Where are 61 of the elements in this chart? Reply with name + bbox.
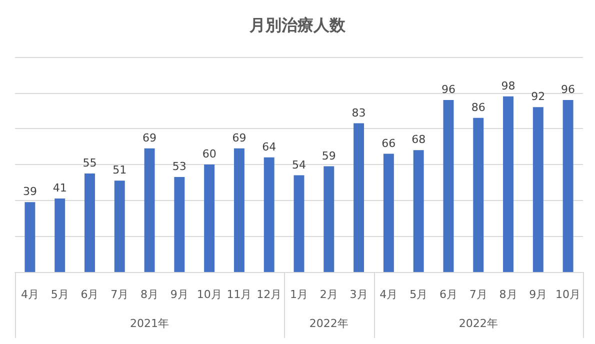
bar xyxy=(54,198,66,272)
bar xyxy=(443,100,454,272)
text: 2022年 xyxy=(309,317,348,330)
x-tick-label: 6月 xyxy=(439,288,458,301)
x-tick-label: 2月 xyxy=(320,288,338,301)
data-label: 96 xyxy=(561,83,576,96)
x-tick-label: 1月 xyxy=(290,288,308,301)
bar xyxy=(503,96,514,272)
x-tick-label: 9月 xyxy=(529,288,548,301)
data-label: 92 xyxy=(531,90,546,104)
data-label: 51 xyxy=(112,164,127,177)
data-label: 98 xyxy=(501,79,516,92)
x-tick-label: 5月 xyxy=(410,288,428,301)
bar xyxy=(84,173,95,272)
bar xyxy=(473,118,484,272)
chart-title: 月別治療人数 xyxy=(248,16,346,34)
data-label: 86 xyxy=(471,100,486,114)
x-tick-label: 11月 xyxy=(226,288,252,301)
x-tick-label: 7月 xyxy=(469,288,488,301)
data-label: 60 xyxy=(202,148,216,160)
bar xyxy=(413,150,424,272)
data-label: 41 xyxy=(52,182,67,195)
x-tick-label: 3月 xyxy=(350,288,368,301)
x-tick-label: 9月 xyxy=(170,288,188,301)
bar xyxy=(383,154,394,272)
bar xyxy=(114,180,125,272)
data-label: 64 xyxy=(262,140,276,154)
data-label: 55 xyxy=(82,156,97,170)
bar xyxy=(324,166,334,272)
bar xyxy=(234,148,244,272)
bar xyxy=(144,148,155,272)
x-tick-label: 5月 xyxy=(50,288,69,301)
data-label: 59 xyxy=(322,149,336,162)
x-tick-label: 12月 xyxy=(256,288,282,301)
bar xyxy=(532,107,544,272)
bar xyxy=(562,100,574,272)
bar xyxy=(174,177,185,272)
data-label: 54 xyxy=(292,158,306,172)
x-tick-label: 4月 xyxy=(380,288,398,301)
x-tick-label: 10月 xyxy=(196,288,222,301)
data-label: 66 xyxy=(382,136,396,150)
bar xyxy=(294,175,304,272)
data-label: 69 xyxy=(232,131,246,144)
data-label: 68 xyxy=(412,133,426,146)
x-tick-label: 8月 xyxy=(140,288,159,301)
bar xyxy=(264,157,274,272)
text: 2022年 xyxy=(458,317,498,330)
x-tick-label: 8月 xyxy=(499,288,518,301)
text: 2021年 xyxy=(130,317,170,330)
data-label: 69 xyxy=(142,131,157,144)
data-label: 96 xyxy=(441,83,456,96)
data-label: 83 xyxy=(352,106,366,120)
bar xyxy=(24,202,36,272)
data-label: 53 xyxy=(172,160,186,174)
x-tick-label: 6月 xyxy=(80,288,99,301)
x-tick-label: 10月 xyxy=(556,288,581,301)
x-tick-label: 7月 xyxy=(110,288,129,301)
bar xyxy=(204,164,215,272)
data-label: 39 xyxy=(22,185,37,198)
x-tick-label: 4月 xyxy=(20,288,39,301)
bar xyxy=(354,123,364,272)
